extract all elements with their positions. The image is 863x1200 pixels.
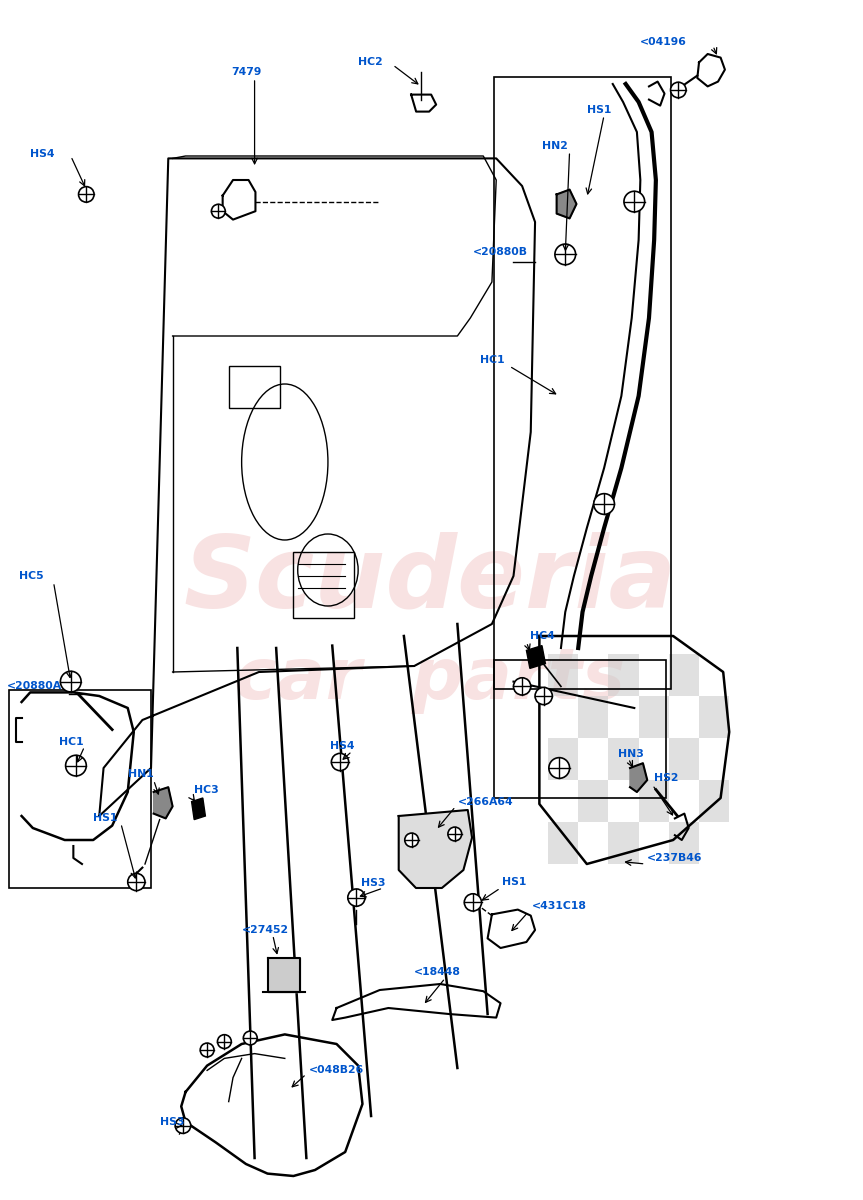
- Text: <27452: <27452: [242, 925, 289, 935]
- Circle shape: [448, 827, 462, 841]
- Bar: [494, 77, 671, 689]
- Text: HS4: HS4: [30, 149, 54, 158]
- Text: <431C18: <431C18: [532, 901, 587, 911]
- Text: <20880B: <20880B: [473, 247, 528, 257]
- Text: <048B26: <048B26: [309, 1066, 364, 1075]
- Circle shape: [128, 874, 145, 890]
- Circle shape: [671, 83, 686, 97]
- Bar: [229, 366, 280, 408]
- Text: HC4: HC4: [530, 631, 555, 641]
- Text: HS3: HS3: [160, 1117, 184, 1127]
- Polygon shape: [630, 763, 647, 792]
- Circle shape: [549, 757, 570, 779]
- Bar: [548, 654, 578, 696]
- Circle shape: [243, 1031, 257, 1045]
- Bar: [494, 660, 666, 798]
- Circle shape: [200, 1043, 214, 1057]
- Text: <237B46: <237B46: [647, 853, 702, 863]
- Text: <04196: <04196: [640, 37, 687, 47]
- Text: HS1: HS1: [93, 814, 117, 823]
- Bar: [293, 552, 354, 618]
- Bar: [608, 822, 639, 864]
- Text: <266A64: <266A64: [457, 797, 513, 806]
- Circle shape: [555, 244, 576, 265]
- Text: car  parts: car parts: [235, 646, 626, 714]
- Text: HS3: HS3: [361, 878, 385, 888]
- Text: HS1: HS1: [587, 106, 611, 115]
- Circle shape: [535, 688, 552, 704]
- Text: HC1: HC1: [480, 355, 505, 365]
- Text: HN1: HN1: [128, 769, 154, 779]
- Text: HC2: HC2: [358, 58, 383, 67]
- Bar: [699, 696, 729, 738]
- Circle shape: [624, 191, 645, 212]
- Circle shape: [211, 204, 225, 218]
- Text: HC3: HC3: [194, 785, 219, 794]
- Text: HS1: HS1: [502, 877, 526, 887]
- Text: HC1: HC1: [59, 737, 84, 746]
- Polygon shape: [192, 798, 205, 820]
- Text: HN3: HN3: [618, 749, 644, 758]
- Text: <18448: <18448: [414, 967, 461, 977]
- Circle shape: [79, 187, 94, 202]
- Bar: [669, 738, 699, 780]
- Circle shape: [594, 493, 614, 515]
- Polygon shape: [557, 190, 576, 218]
- Circle shape: [217, 1034, 231, 1049]
- Bar: [578, 696, 608, 738]
- Circle shape: [405, 833, 419, 847]
- Bar: [608, 738, 639, 780]
- Text: <20880A: <20880A: [7, 682, 62, 691]
- Text: 7479: 7479: [231, 67, 261, 77]
- Circle shape: [348, 889, 365, 906]
- Bar: [669, 654, 699, 696]
- Circle shape: [464, 894, 482, 911]
- Bar: [639, 696, 669, 738]
- Text: HS4: HS4: [330, 742, 354, 751]
- Polygon shape: [268, 958, 300, 992]
- Circle shape: [60, 671, 81, 692]
- Bar: [578, 780, 608, 822]
- Bar: [608, 654, 639, 696]
- Bar: [669, 822, 699, 864]
- Circle shape: [513, 678, 531, 695]
- Bar: [548, 822, 578, 864]
- Circle shape: [331, 754, 349, 770]
- Text: HN2: HN2: [542, 142, 568, 151]
- Bar: [699, 780, 729, 822]
- Text: HC5: HC5: [19, 571, 44, 581]
- Polygon shape: [399, 810, 472, 888]
- Text: HS2: HS2: [654, 773, 678, 782]
- Text: Scuderia: Scuderia: [184, 532, 677, 629]
- Bar: [548, 738, 578, 780]
- Polygon shape: [154, 787, 173, 818]
- Circle shape: [66, 755, 86, 776]
- Bar: [9, 690, 151, 888]
- Bar: [639, 780, 669, 822]
- Circle shape: [175, 1118, 191, 1133]
- Polygon shape: [526, 646, 545, 668]
